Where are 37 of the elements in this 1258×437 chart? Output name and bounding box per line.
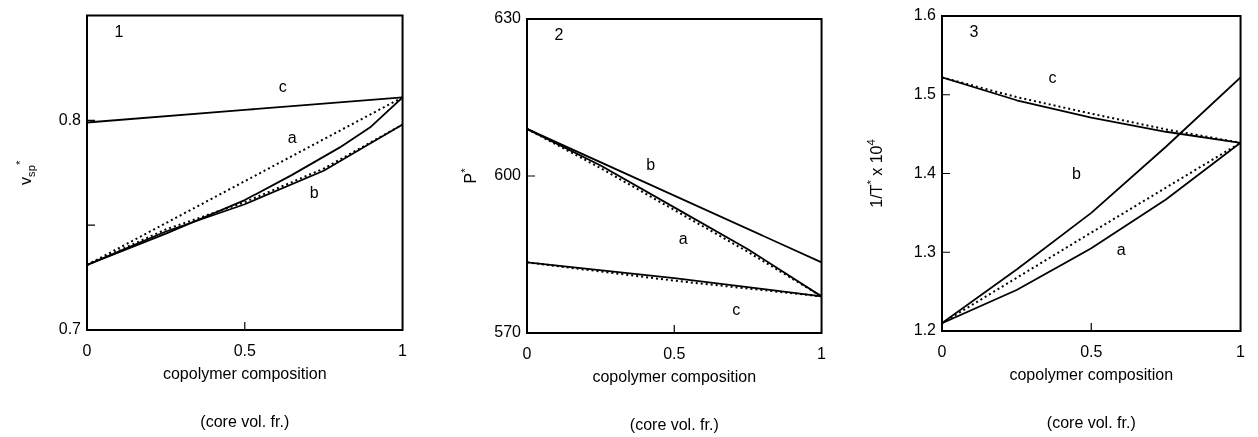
annotation: 1 (114, 23, 124, 41)
series-label: b (1071, 164, 1081, 182)
y-tick-label: 1.4 (913, 163, 937, 181)
x-tick-label: 0.5 (233, 342, 256, 360)
annotation: 2 (554, 26, 564, 44)
series-label: c (1048, 68, 1057, 86)
y-tick-label: 1.6 (913, 6, 937, 24)
y-tick-label: 0.7 (58, 320, 82, 338)
y-tick-label: 1.5 (913, 85, 937, 103)
series-label: a (287, 129, 297, 147)
text: copolymer composition (core vol. fr.) (1009, 366, 1174, 432)
x-tick-label: 0 (522, 345, 532, 363)
series-label: c (732, 301, 741, 319)
x-tick-label: 1 (398, 342, 408, 360)
x-tick-label: 0 (937, 343, 947, 361)
series-label: b (646, 156, 656, 174)
y-tick-label: 570 (494, 323, 522, 341)
series-label: a (678, 229, 688, 247)
x-tick-label: 1 (1236, 343, 1246, 361)
text: copolymer composition (core vol. fr.) (162, 365, 327, 431)
y-tick-label: 600 (494, 166, 522, 184)
y-axis-title: P* (458, 167, 480, 184)
y-tick-label: 1.2 (913, 321, 937, 339)
y-axis-title: vsp* (13, 160, 37, 185)
y-tick-label: 630 (494, 9, 522, 27)
x-tick-label: 0.5 (1080, 343, 1103, 361)
x-tick-label: 1 (817, 345, 827, 363)
y-axis-title: 1/T* x 104 (864, 139, 886, 208)
series-label: c (278, 78, 287, 96)
annotation: 3 (969, 23, 979, 41)
y-tick-label: 1.3 (913, 242, 937, 260)
series-label: b (309, 184, 319, 202)
x-tick-label: 0 (82, 342, 92, 360)
y-tick-label: 0.8 (58, 110, 82, 128)
x-tick-label: 0.5 (663, 345, 686, 363)
text: copolymer composition (core vol. fr.) (592, 368, 757, 434)
series-label: a (1116, 241, 1126, 259)
